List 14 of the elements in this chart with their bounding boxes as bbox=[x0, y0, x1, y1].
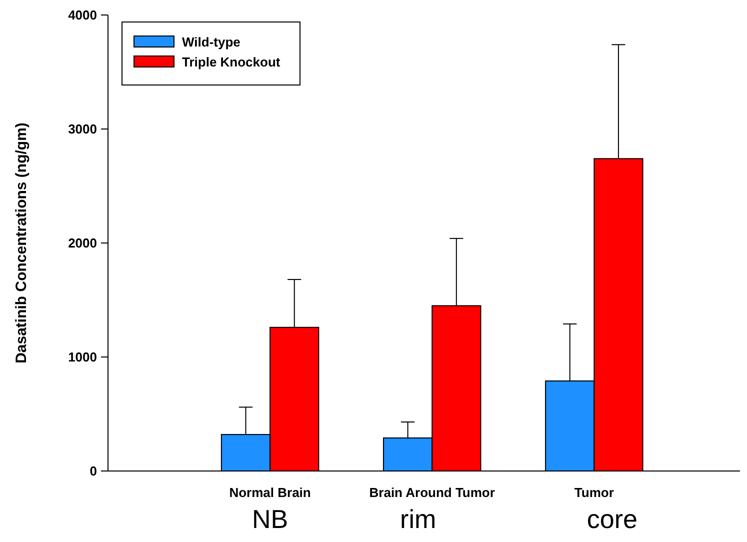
y-tick-label: 3000 bbox=[68, 122, 97, 137]
x-tick-label: Normal Brain bbox=[229, 485, 311, 500]
y-tick-label: 2000 bbox=[68, 236, 97, 251]
x-tick-label: Brain Around Tumor bbox=[369, 485, 495, 500]
y-tick-label: 0 bbox=[90, 464, 97, 479]
text: core bbox=[586, 504, 638, 534]
x-tick-label: Tumor bbox=[574, 485, 614, 500]
y-tick-label: 4000 bbox=[68, 8, 97, 23]
legend-label: Triple Knockout bbox=[182, 54, 281, 70]
legend-label: Wild-type bbox=[182, 34, 240, 50]
y-axis-title: Dasatinib Concentrations (ng/gm) bbox=[13, 122, 30, 364]
y-tick-label: 1000 bbox=[68, 350, 97, 365]
text: rim bbox=[400, 504, 436, 534]
text: NB bbox=[252, 504, 288, 534]
